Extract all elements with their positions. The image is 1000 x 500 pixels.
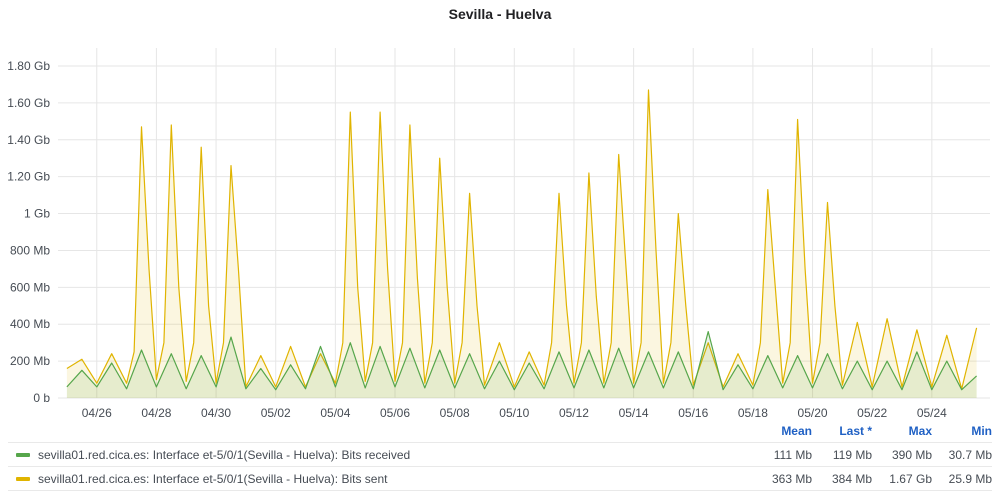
series-area-received: [66, 331, 977, 398]
x-tick-label: 05/06: [380, 406, 410, 420]
legend-series-name[interactable]: sevilla01.red.cica.es: Interface et-5/0/…: [38, 447, 411, 462]
legend-row-received[interactable]: sevilla01.red.cica.es: Interface et-5/0/…: [8, 442, 992, 466]
legend-header-mean[interactable]: Mean: [781, 424, 812, 438]
legend-last-value: 384 Mb: [831, 471, 872, 486]
legend-row-sent[interactable]: sevilla01.red.cica.es: Interface et-5/0/…: [8, 466, 992, 491]
x-axis-labels: 04/26 04/28 04/30 05/02 05/04 05/06 05/08 05/10…: [82, 406, 947, 420]
legend-min-value: 25.9 Mb: [948, 471, 992, 486]
y-tick-label: 1.40 Gb: [7, 133, 50, 147]
x-tick-label: 05/24: [917, 406, 947, 420]
series-area-sent: [66, 90, 977, 398]
x-tick-label: 05/18: [738, 406, 768, 420]
legend-header-last[interactable]: Last *: [839, 424, 872, 438]
x-tick-label: 04/30: [201, 406, 231, 420]
x-tick-label: 05/14: [619, 406, 649, 420]
x-tick-label: 05/22: [857, 406, 887, 420]
y-tick-label: 0 b: [33, 391, 50, 405]
y-tick-label: 400 Mb: [10, 317, 50, 331]
x-tick-label: 05/04: [320, 406, 350, 420]
y-tick-label: 800 Mb: [10, 243, 50, 257]
x-tick-label: 05/10: [499, 406, 529, 420]
legend-swatch-sent[interactable]: [16, 476, 30, 481]
legend-header-min[interactable]: Min: [971, 424, 992, 438]
legend-swatch-received[interactable]: [16, 452, 30, 457]
legend-table: Mean Last * Max Min sevilla01.red.cica.e…: [8, 420, 992, 491]
legend-mean-value: 363 Mb: [771, 471, 812, 486]
legend-max-value: 390 Mb: [891, 447, 932, 462]
legend-series-name[interactable]: sevilla01.red.cica.es: Interface et-5/0/…: [38, 471, 388, 486]
legend-last-value: 119 Mb: [832, 447, 872, 462]
x-tick-label: 05/20: [798, 406, 828, 420]
panel-title: Sevilla - Huelva: [448, 6, 552, 22]
y-tick-label: 1.20 Gb: [7, 170, 50, 184]
legend-header: Mean Last * Max Min: [8, 420, 992, 442]
legend-max-value: 1.67 Gb: [889, 471, 932, 486]
legend-mean-value: 111 Mb: [773, 447, 812, 462]
y-tick-label: 1.80 Gb: [7, 59, 50, 73]
x-tick-label: 04/28: [141, 406, 171, 420]
x-tick-label: 05/08: [440, 406, 470, 420]
x-gridlines: [96, 48, 933, 398]
legend-min-value: 30.7 Mb: [948, 447, 992, 462]
chart-svg[interactable]: 0 b 200 Mb 400 Mb 600 Mb 800 Mb 1 Gb 1.20 Gb 1.…: [0, 0, 1000, 420]
x-tick-label: 05/02: [261, 406, 291, 420]
y-tick-label: 1.60 Gb: [7, 96, 50, 110]
y-tick-label: 200 Mb: [10, 354, 50, 368]
x-tick-label: 05/12: [559, 406, 589, 420]
x-tick-label: 04/26: [82, 406, 112, 420]
x-tick-label: 05/16: [678, 406, 708, 420]
series-line-sent[interactable]: [66, 89, 978, 390]
series-layer: [66, 89, 978, 398]
y-axis-labels: 0 b 200 Mb 400 Mb 600 Mb 800 Mb 1 Gb 1.20 Gb 1.…: [7, 59, 50, 405]
legend-header-max[interactable]: Max: [908, 424, 932, 438]
y-gridlines: [58, 65, 990, 399]
y-tick-label: 1 Gb: [24, 207, 50, 221]
series-line-received[interactable]: [66, 331, 978, 391]
y-tick-label: 600 Mb: [10, 280, 50, 294]
